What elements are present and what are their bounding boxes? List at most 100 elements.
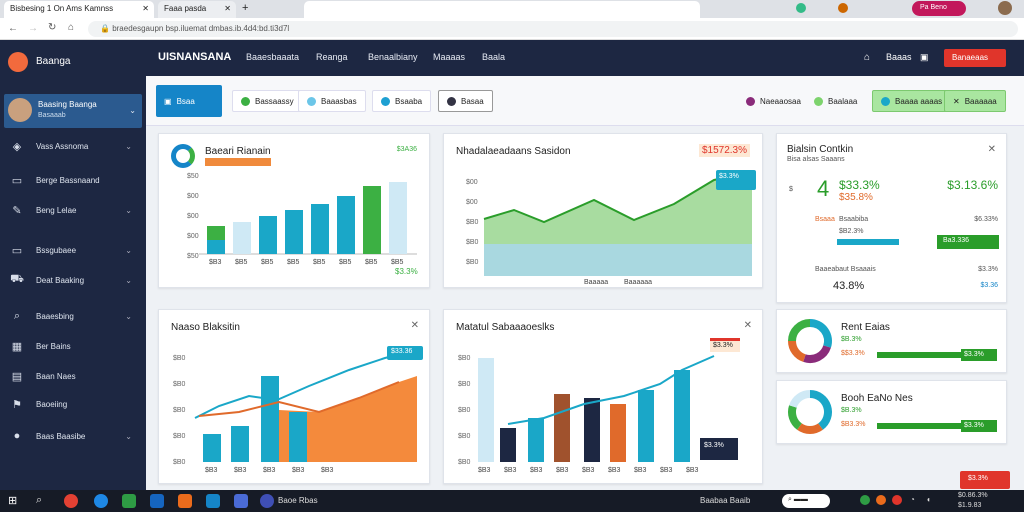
sidebar-item[interactable]: ▭ Berge Bassnaand <box>0 166 146 194</box>
bar <box>528 418 544 462</box>
sidebar-item[interactable]: ⌕ Baaesbing ⌄ <box>0 302 146 330</box>
close-icon[interactable]: ✕ <box>987 144 996 155</box>
close-icon[interactable]: ✕ <box>410 320 419 331</box>
sidebar-item[interactable]: ⚑ Baoeiing <box>0 390 146 418</box>
nav-item[interactable]: Baaesbaaata <box>246 52 300 62</box>
chevron-down-icon[interactable]: ⌄ <box>129 106 136 115</box>
app-icon[interactable] <box>234 494 248 508</box>
tray-item[interactable]: Baabaa Baaib <box>700 496 751 505</box>
nav-item[interactable]: Maaaas <box>433 52 466 62</box>
filter-chip[interactable]: Baaaa aaaas <box>872 90 952 112</box>
stat-value: $35.8% <box>839 192 873 203</box>
user-label[interactable]: Baaas <box>886 52 912 62</box>
tick-label: $00 <box>187 213 199 220</box>
bar <box>584 398 600 462</box>
clock-time[interactable]: $1.9.83 <box>958 502 982 509</box>
card-value: $1572.3% <box>698 144 750 157</box>
filter-active-button[interactable]: ▣ Bsaa <box>156 85 222 117</box>
doc-icon[interactable] <box>150 494 164 508</box>
stat-value: $6.33% <box>974 216 998 223</box>
volume-icon[interactable]: ◖ <box>926 495 931 504</box>
profile-button[interactable]: Pa Beno <box>912 1 966 16</box>
donut-slice <box>788 405 803 430</box>
close-icon[interactable]: ✕ <box>142 4 149 13</box>
filter-item[interactable]: Basaa <box>438 90 493 112</box>
filter-item[interactable]: Baaasbas <box>298 90 366 112</box>
address-row: ← → ↻ ⌂ 🔒 braedesgaupn bsp.iluemat dmbas… <box>0 18 1024 40</box>
lock-icon[interactable]: ▣ <box>920 52 929 62</box>
filter-item[interactable]: Baalaaa <box>806 90 865 112</box>
chevron-down-icon[interactable]: ⌄ <box>125 205 132 215</box>
back-icon[interactable]: ← <box>8 23 18 34</box>
filter-bar: ▣ Bsaa Bassaassy Baaasbas Bsaaba Basaa Naeaa… <box>146 76 1024 126</box>
browser-tab[interactable]: Faaa pasda ✕ <box>158 1 236 18</box>
donut-slice <box>789 390 811 408</box>
nav-item[interactable]: Reanga <box>316 52 348 62</box>
mail-icon[interactable] <box>206 494 220 508</box>
filter-item[interactable]: Bassaassy <box>232 90 303 112</box>
brand-name: Baanga <box>36 56 71 67</box>
action-button[interactable]: Banaeaas <box>944 49 1006 67</box>
tray-icon[interactable] <box>860 495 870 505</box>
floating-action-button[interactable]: $3.3% <box>960 471 1010 489</box>
sidebar-item[interactable]: ▭ Bssgubaee ⌄ <box>0 236 146 264</box>
close-icon[interactable]: ✕ <box>224 4 231 13</box>
card-value: $3A36 <box>396 146 417 153</box>
extension-icon[interactable] <box>838 3 848 13</box>
chevron-down-icon[interactable]: ⌄ <box>125 311 132 321</box>
tick-label: $B3 <box>530 467 543 474</box>
spreadsheet-icon[interactable] <box>122 494 136 508</box>
user-name: Baasing Baanga <box>38 100 97 109</box>
sidebar-item[interactable]: ▦ Ber Bains <box>0 332 146 360</box>
donut-icon <box>171 144 195 168</box>
forward-icon[interactable]: → <box>28 23 38 34</box>
sidebar-item[interactable]: ⛟ Deat Baaking ⌄ <box>0 266 146 294</box>
home-icon[interactable]: ⌂ <box>68 22 75 33</box>
address-bar[interactable]: 🔒 braedesgaupn bsp.iluemat dmbas.ib.4d4:… <box>88 21 1018 37</box>
nav-item[interactable]: Benaalbiany <box>368 52 418 62</box>
clock-date[interactable]: $0.86.3% <box>958 492 988 499</box>
tray-icon[interactable] <box>892 495 902 505</box>
nav-item[interactable]: Baala <box>482 52 506 62</box>
chevron-down-icon[interactable]: ⌄ <box>125 275 132 285</box>
filter-item[interactable]: Bsaaba <box>372 90 432 112</box>
filter-chip[interactable]: ✕ Baaaaaa <box>944 90 1006 112</box>
browser-tab-blank[interactable] <box>304 1 700 18</box>
filter-item[interactable]: Naeaaosaa <box>738 90 809 112</box>
tick-label: $B3 <box>321 467 334 474</box>
search-icon[interactable]: ⌕ <box>36 494 43 506</box>
user-profile[interactable]: Baasing Baanga Basaaab ⌄ <box>4 94 142 128</box>
sidebar-item[interactable]: ▤ Baan Naes <box>0 362 146 390</box>
tray-icon[interactable] <box>876 495 886 505</box>
browser-icon[interactable] <box>64 494 78 508</box>
home-icon[interactable]: ⌂ <box>864 52 871 63</box>
tray-pill[interactable]: ⌕ ▬▬ <box>782 494 830 508</box>
chevron-down-icon[interactable]: ⌄ <box>125 245 132 255</box>
avatar[interactable] <box>998 1 1012 15</box>
wifi-icon[interactable]: ◔ <box>910 495 915 504</box>
taskbar-item[interactable]: Baoe Rbas <box>278 496 318 505</box>
app-icon[interactable] <box>260 494 274 508</box>
reload-icon[interactable]: ↻ <box>48 22 57 33</box>
sidebar-item[interactable]: ✎ Beng Lelae ⌄ <box>0 196 146 224</box>
lock-icon: 🔒 <box>100 24 113 33</box>
windows-start-icon[interactable]: ⊞ <box>8 495 18 507</box>
tick-label: $B0 <box>466 219 479 226</box>
bar <box>259 216 277 254</box>
edge-icon[interactable] <box>94 494 108 508</box>
new-tab-icon[interactable]: + <box>242 2 249 14</box>
browser-tab-active[interactable]: Bisbesing 1 On Ams Kamnss ✕ <box>4 1 154 18</box>
top-nav: UISNANSANA Baaesbaaata Reanga Benaalbian… <box>146 40 1024 76</box>
chevron-down-icon[interactable]: ⌄ <box>125 431 132 441</box>
chevron-down-icon[interactable]: ⌄ <box>125 141 132 151</box>
edit-icon: ✎ <box>12 204 22 217</box>
tick-label: $B3 <box>292 467 305 474</box>
extension-icon[interactable] <box>796 3 806 13</box>
close-icon[interactable]: ✕ <box>743 320 752 331</box>
sidebar-item[interactable]: ◈ Vass Assnoma ⌄ <box>0 132 146 160</box>
sidebar-item[interactable]: ● Baas Baasibe ⌄ <box>0 422 146 450</box>
tick-label: $B5 <box>339 259 352 266</box>
folder-icon[interactable] <box>178 494 192 508</box>
bar <box>478 358 494 462</box>
card-title: Rent Eaias <box>841 322 890 333</box>
